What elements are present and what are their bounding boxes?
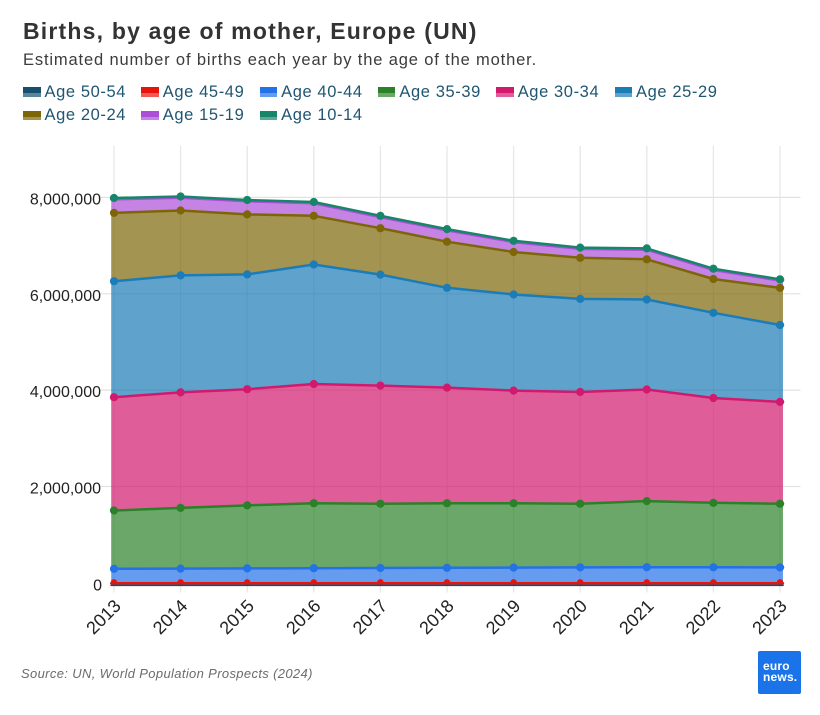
svg-text:2016: 2016 bbox=[282, 596, 324, 638]
svg-text:6,000,000: 6,000,000 bbox=[30, 288, 101, 305]
svg-text:2023: 2023 bbox=[748, 596, 790, 638]
svg-text:2014: 2014 bbox=[149, 596, 191, 638]
svg-text:2020: 2020 bbox=[549, 596, 591, 638]
svg-text:4,000,000: 4,000,000 bbox=[30, 384, 101, 401]
svg-text:2021: 2021 bbox=[615, 596, 657, 638]
svg-text:2013: 2013 bbox=[82, 596, 124, 638]
svg-text:2015: 2015 bbox=[216, 596, 258, 638]
svg-text:2019: 2019 bbox=[482, 596, 524, 638]
svg-text:2017: 2017 bbox=[349, 596, 391, 638]
svg-text:2,000,000: 2,000,000 bbox=[30, 481, 101, 498]
svg-text:0: 0 bbox=[93, 577, 102, 594]
svg-text:2018: 2018 bbox=[415, 596, 457, 638]
svg-text:8,000,000: 8,000,000 bbox=[30, 191, 101, 208]
svg-text:2022: 2022 bbox=[682, 596, 724, 638]
